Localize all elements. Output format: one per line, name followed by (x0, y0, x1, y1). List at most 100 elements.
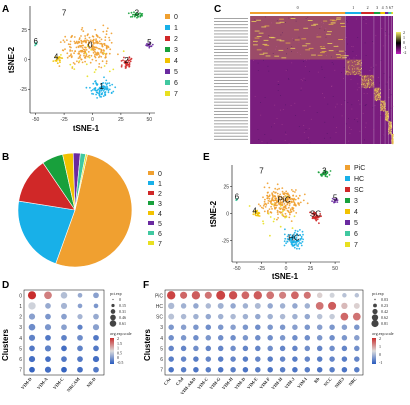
dotplot-cluster-label: HC (156, 304, 164, 310)
heatmap-cell (373, 42, 374, 44)
dot-7 (29, 366, 35, 373)
heatmap-cell (380, 60, 382, 61)
dot-7 (61, 366, 67, 373)
legend-label: 5 (174, 69, 178, 76)
heatmap-cell-high (265, 55, 271, 57)
heatmap-cell (356, 118, 358, 119)
tsne-point-cluster-1 (287, 233, 290, 236)
tsne-e-y-label: tSNE-2 (209, 200, 218, 227)
heatmap-cell-high (375, 88, 376, 90)
heatmap-cell (294, 102, 296, 104)
tsne-point-cluster-7 (285, 195, 288, 198)
legend-label: 6 (174, 80, 178, 87)
dotplot-gene-label: VIM-A (36, 376, 49, 391)
heatmap-cell-high (347, 74, 349, 76)
tsne-point-cluster-0 (104, 56, 107, 59)
dotplot-gene-label: VIM-E (246, 376, 259, 390)
dot-HC (242, 303, 249, 309)
heatmap-cell-high (375, 92, 377, 94)
x-tick-label: 50 (147, 117, 153, 123)
dotplot-cluster-label: 6 (19, 357, 22, 363)
dot-3 (316, 324, 323, 330)
heatmap-cell-high (363, 80, 365, 82)
tsne-point-cluster-0 (294, 198, 297, 201)
tsne-point-cluster-0 (85, 46, 87, 49)
heatmap-cell (388, 33, 390, 35)
heatmap-cell (327, 103, 329, 105)
heatmap-cell (332, 42, 334, 44)
tsne-point-cluster-0 (262, 204, 265, 207)
tsne-point-cluster-0 (89, 61, 92, 64)
dot-SC (304, 313, 311, 320)
legend-swatch (345, 220, 350, 225)
tsne-a-x-label: tSNE-1 (73, 124, 100, 133)
tsne-point-cluster-3 (136, 16, 138, 19)
tsne-point-cluster-0 (277, 217, 279, 219)
tsne-a-cluster-labels: 0 1 2 3 4 5 6 7 (33, 9, 152, 92)
y-tick-label: -25 (222, 238, 229, 244)
tsne-point-cluster-1 (108, 88, 111, 91)
heatmap-cell-high (371, 84, 372, 86)
dot-5 (279, 345, 286, 352)
tsne-point-cluster-3 (129, 16, 132, 18)
dot-5 (242, 345, 249, 352)
x-tick-label: -50 (233, 266, 240, 272)
tsne-point-cluster-0 (280, 207, 282, 210)
heatmap-cell-high (361, 78, 363, 80)
heatmap-cell-high (382, 100, 384, 102)
heatmap-cell (355, 18, 357, 20)
tsne-point-cluster-0 (270, 201, 272, 203)
heatmap-cell (286, 53, 287, 55)
size-legend-dot (371, 319, 379, 328)
heatmap-cell (300, 90, 302, 91)
dot-3 (61, 324, 67, 331)
heatmap-cell-high (374, 90, 375, 92)
dot-PiC (342, 293, 347, 298)
heatmap-row-label-line (214, 24, 248, 26)
heatmap-cell (300, 53, 301, 55)
tsne-point-cluster-0 (105, 47, 108, 50)
tsne-point-cluster-7 (69, 63, 72, 66)
tsne-point-cluster-0 (276, 192, 279, 195)
heatmap-cell-high (378, 94, 380, 96)
tsne-point-cluster-1 (108, 82, 111, 84)
tsne-point-cluster-1 (293, 237, 296, 239)
heatmap-cell (336, 103, 338, 105)
tsne-point-cluster-7 (94, 68, 97, 71)
dot-6 (329, 356, 335, 362)
heatmap-cell-high (375, 94, 377, 96)
dot-6 (267, 356, 273, 362)
heatmap-cell-high (373, 82, 374, 84)
heatmap-cell (277, 84, 279, 85)
dot-7 (93, 366, 99, 373)
heatmap-cell (316, 112, 318, 113)
heatmap-cell-high (368, 83, 370, 84)
heatmap-cell (264, 97, 266, 98)
legend-swatch (165, 47, 170, 52)
heatmap-cell (298, 41, 300, 43)
heatmap-cell-high (362, 80, 363, 82)
tsne-point-cluster-1 (295, 240, 298, 243)
tsne-point-cluster-0 (267, 196, 270, 198)
heatmap-cell-high (391, 136, 393, 138)
tsne-point-cluster-5 (331, 197, 334, 200)
dot-7 (77, 366, 83, 373)
heatmap-cell-high (380, 104, 382, 106)
tsne-point-cluster-1 (296, 230, 299, 233)
heatmap-cell (272, 53, 274, 54)
tsne-e-y-ticks: 25 0 -25 (222, 185, 232, 244)
pie-legend-swatch (148, 231, 154, 235)
tsne-point-cluster-0 (107, 46, 110, 49)
tsne-point-cluster-3 (329, 170, 332, 172)
heatmap-cell-high (378, 89, 379, 91)
dot-5 (341, 345, 348, 352)
color-legend-title: avg.exp.scale (372, 331, 394, 336)
pie-legend-label: 5 (158, 221, 162, 228)
heatmap-cell-high (392, 140, 394, 141)
tsne-point-cluster-0 (260, 206, 263, 209)
heatmap-cell (324, 121, 326, 123)
heatmap-row-label-line (214, 36, 248, 38)
dotplot-d-frame (23, 289, 105, 376)
heatmap-cell (341, 57, 343, 58)
tsne-point-cluster-3 (127, 12, 130, 15)
